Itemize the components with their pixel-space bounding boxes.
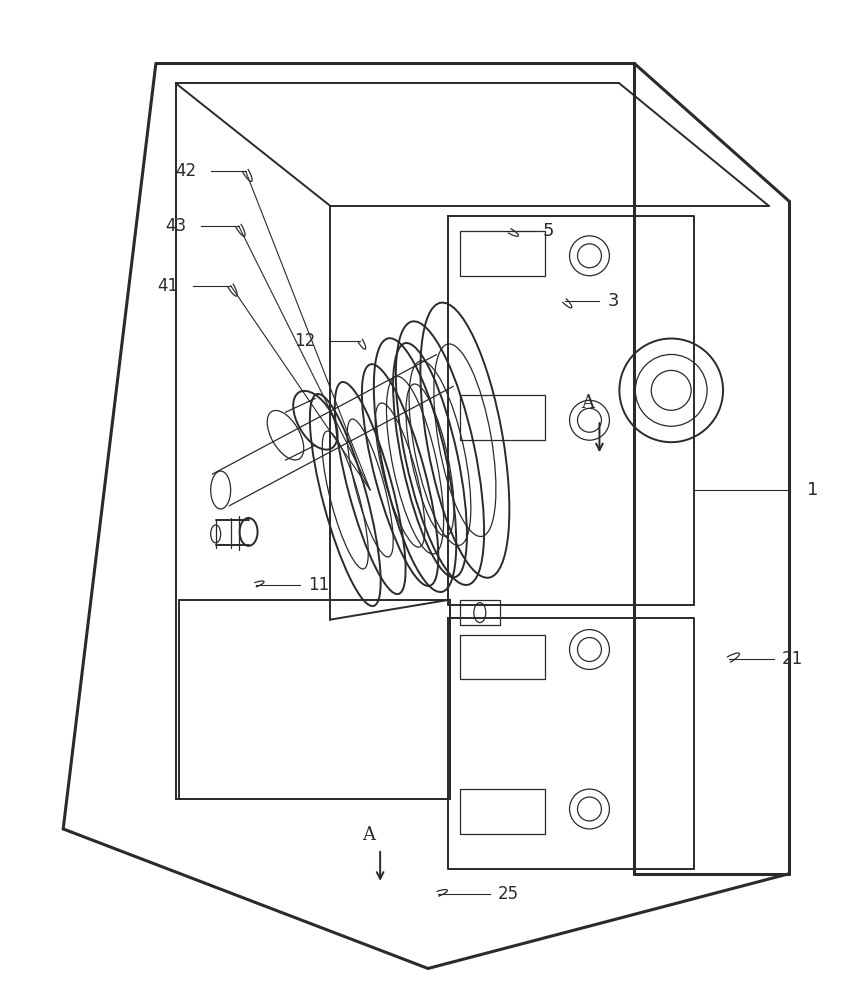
Text: 25: 25 — [498, 885, 518, 903]
Text: 21: 21 — [782, 650, 803, 668]
Text: 3: 3 — [608, 292, 619, 310]
Text: A: A — [581, 394, 594, 412]
Text: 1: 1 — [806, 481, 818, 499]
Text: 42: 42 — [176, 162, 197, 180]
Text: 41: 41 — [158, 277, 179, 295]
Text: A: A — [362, 826, 375, 844]
Text: 43: 43 — [165, 217, 187, 235]
Text: 5: 5 — [542, 222, 554, 240]
Text: 11: 11 — [309, 576, 330, 594]
Text: 12: 12 — [294, 332, 315, 350]
